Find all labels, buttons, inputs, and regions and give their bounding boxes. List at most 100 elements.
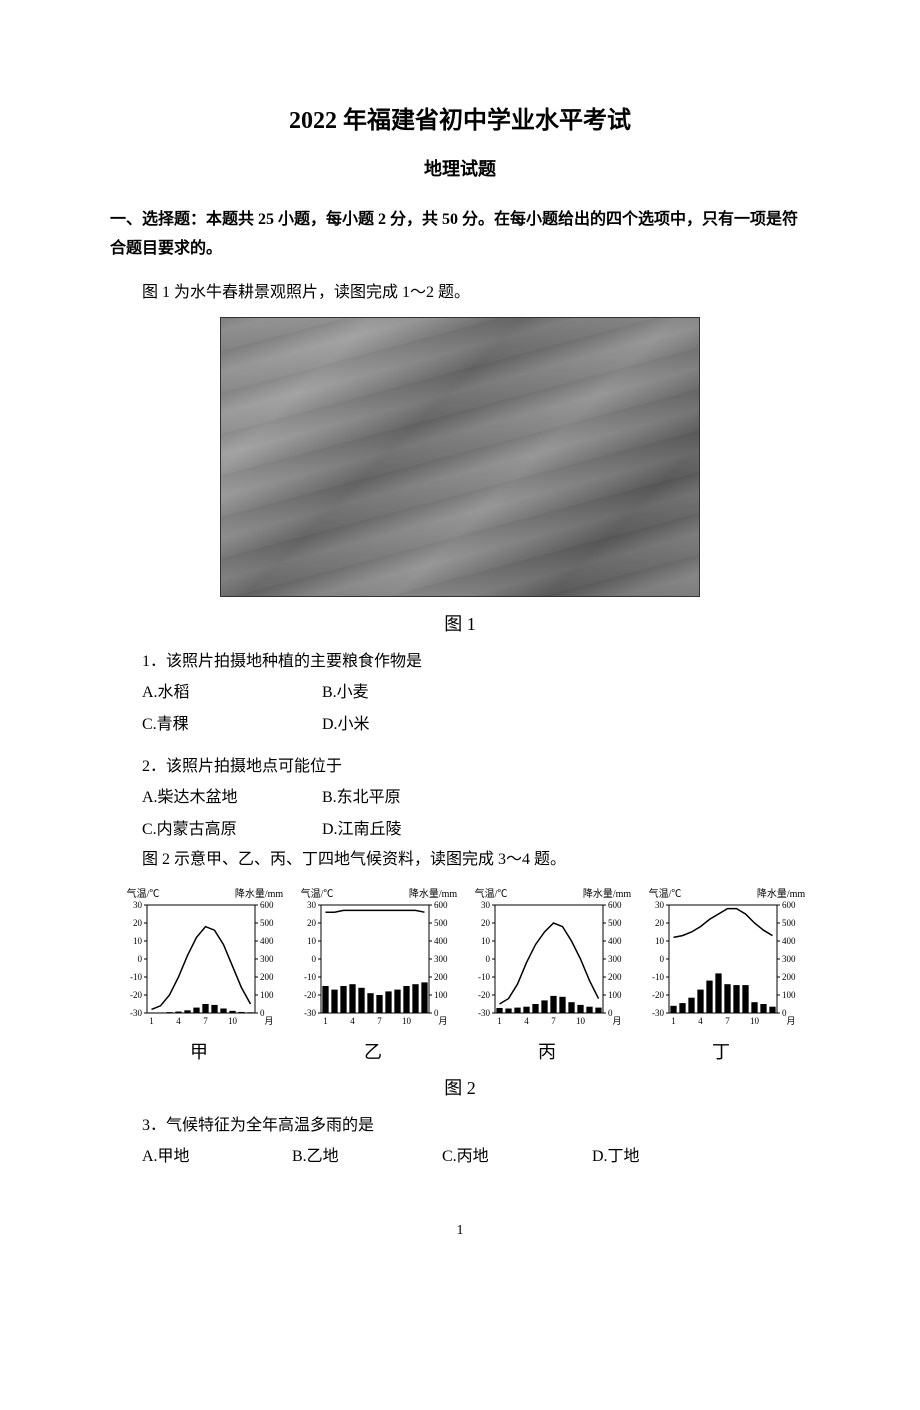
chart-bing-label: 丙	[463, 1038, 631, 1064]
svg-text:-30: -30	[304, 1008, 316, 1018]
svg-text:500: 500	[260, 918, 274, 928]
svg-text:气温/℃: 气温/℃	[649, 887, 682, 900]
svg-text:月: 月	[438, 1016, 447, 1026]
figure-1-caption: 图 1	[110, 610, 810, 636]
question-3-options: A.甲地 B.乙地 C.丙地 D.丁地	[110, 1141, 810, 1173]
svg-text:20: 20	[133, 918, 143, 928]
question-1: 1．该照片拍摄地种植的主要粮食作物是	[110, 648, 810, 677]
q2-option-d: D.江南丘陵	[322, 814, 502, 846]
svg-text:100: 100	[608, 990, 622, 1000]
q2-option-b: B.东北平原	[322, 782, 502, 814]
q3-option-a: A.甲地	[142, 1141, 292, 1173]
svg-text:10: 10	[655, 936, 665, 946]
svg-text:4: 4	[176, 1016, 181, 1026]
chart-jia-label: 甲	[115, 1038, 283, 1064]
svg-text:1: 1	[497, 1016, 502, 1026]
svg-text:1: 1	[149, 1016, 154, 1026]
svg-text:300: 300	[434, 954, 448, 964]
chart-yi-svg: 气温/℃降水量/mm3020100-10-20-3060050040030020…	[289, 885, 457, 1030]
exam-subtitle: 地理试题	[110, 155, 810, 181]
svg-text:4: 4	[698, 1016, 703, 1026]
question-1-options: A.水稻 B.小麦 C.青稞 D.小米	[110, 677, 810, 741]
svg-text:10: 10	[576, 1016, 586, 1026]
chart-yi: 气温/℃降水量/mm3020100-10-20-3060050040030020…	[289, 885, 457, 1064]
svg-text:600: 600	[260, 900, 274, 910]
chart-ding-svg: 气温/℃降水量/mm3020100-10-20-3060050040030020…	[637, 885, 805, 1030]
svg-text:7: 7	[203, 1016, 208, 1026]
svg-text:10: 10	[133, 936, 143, 946]
intro-1: 图 1 为水牛春耕景观照片，读图完成 1～2 题。	[110, 279, 810, 308]
svg-text:0: 0	[312, 954, 317, 964]
svg-text:-10: -10	[652, 972, 664, 982]
svg-text:400: 400	[260, 936, 274, 946]
figure-1-photo	[220, 317, 700, 597]
svg-text:500: 500	[434, 918, 448, 928]
q1-option-a: A.水稻	[142, 677, 322, 709]
svg-text:-20: -20	[652, 990, 664, 1000]
svg-text:200: 200	[782, 972, 796, 982]
question-2-options: A.柴达木盆地 B.东北平原 C.内蒙古高原 D.江南丘陵	[110, 782, 810, 846]
svg-text:-10: -10	[478, 972, 490, 982]
svg-text:7: 7	[551, 1016, 556, 1026]
svg-text:100: 100	[782, 990, 796, 1000]
svg-text:-20: -20	[130, 990, 142, 1000]
q1-option-b: B.小麦	[322, 677, 502, 709]
svg-text:气温/℃: 气温/℃	[301, 887, 334, 900]
figure-2-caption: 图 2	[110, 1074, 810, 1100]
svg-text:100: 100	[260, 990, 274, 1000]
svg-text:-30: -30	[478, 1008, 490, 1018]
svg-text:0: 0	[660, 954, 665, 964]
q3-option-b: B.乙地	[292, 1141, 442, 1173]
svg-text:10: 10	[750, 1016, 760, 1026]
svg-text:4: 4	[350, 1016, 355, 1026]
svg-text:月: 月	[612, 1016, 621, 1026]
svg-text:200: 200	[260, 972, 274, 982]
intro-2: 图 2 示意甲、乙、丙、丁四地气候资料，读图完成 3～4 题。	[110, 846, 810, 875]
svg-text:10: 10	[402, 1016, 412, 1026]
svg-text:0: 0	[486, 954, 491, 964]
svg-text:7: 7	[725, 1016, 730, 1026]
chart-bing-svg: 气温/℃降水量/mm3020100-10-20-3060050040030020…	[463, 885, 631, 1030]
svg-text:300: 300	[260, 954, 274, 964]
question-2: 2．该照片拍摄地点可能位于	[110, 753, 810, 782]
svg-text:降水量/mm: 降水量/mm	[235, 887, 283, 900]
q2-option-c: C.内蒙古高原	[142, 814, 322, 846]
section-header: 一、选择题：本题共 25 小题，每小题 2 分，共 50 分。在每小题给出的四个…	[110, 206, 810, 264]
figure-1-container: 图 1	[110, 317, 810, 636]
q3-option-c: C.丙地	[442, 1141, 592, 1173]
svg-text:400: 400	[608, 936, 622, 946]
charts-container: 气温/℃降水量/mm3020100-10-20-3060050040030020…	[110, 885, 810, 1064]
svg-text:600: 600	[782, 900, 796, 910]
q3-option-d: D.丁地	[592, 1141, 742, 1173]
svg-text:30: 30	[307, 900, 317, 910]
svg-text:-30: -30	[130, 1008, 142, 1018]
svg-text:100: 100	[434, 990, 448, 1000]
svg-text:500: 500	[608, 918, 622, 928]
svg-text:300: 300	[608, 954, 622, 964]
exam-title: 2022 年福建省初中学业水平考试	[110, 100, 810, 135]
svg-text:600: 600	[608, 900, 622, 910]
svg-text:-10: -10	[130, 972, 142, 982]
svg-text:10: 10	[307, 936, 317, 946]
svg-text:-10: -10	[304, 972, 316, 982]
chart-jia: 气温/℃降水量/mm3020100-10-20-3060050040030020…	[115, 885, 283, 1064]
svg-text:7: 7	[377, 1016, 382, 1026]
svg-text:降水量/mm: 降水量/mm	[409, 887, 457, 900]
svg-text:气温/℃: 气温/℃	[475, 887, 508, 900]
svg-text:300: 300	[782, 954, 796, 964]
svg-text:20: 20	[655, 918, 665, 928]
svg-text:气温/℃: 气温/℃	[127, 887, 160, 900]
chart-ding: 气温/℃降水量/mm3020100-10-20-3060050040030020…	[637, 885, 805, 1064]
svg-text:降水量/mm: 降水量/mm	[757, 887, 805, 900]
svg-text:400: 400	[782, 936, 796, 946]
q2-option-a: A.柴达木盆地	[142, 782, 322, 814]
page-number: 1	[110, 1223, 810, 1239]
svg-text:500: 500	[782, 918, 796, 928]
svg-text:600: 600	[434, 900, 448, 910]
svg-text:-30: -30	[652, 1008, 664, 1018]
svg-text:0: 0	[138, 954, 143, 964]
chart-bing: 气温/℃降水量/mm3020100-10-20-3060050040030020…	[463, 885, 631, 1064]
question-3: 3．气候特征为全年高温多雨的是	[110, 1112, 810, 1141]
svg-text:4: 4	[524, 1016, 529, 1026]
svg-text:月: 月	[786, 1016, 795, 1026]
